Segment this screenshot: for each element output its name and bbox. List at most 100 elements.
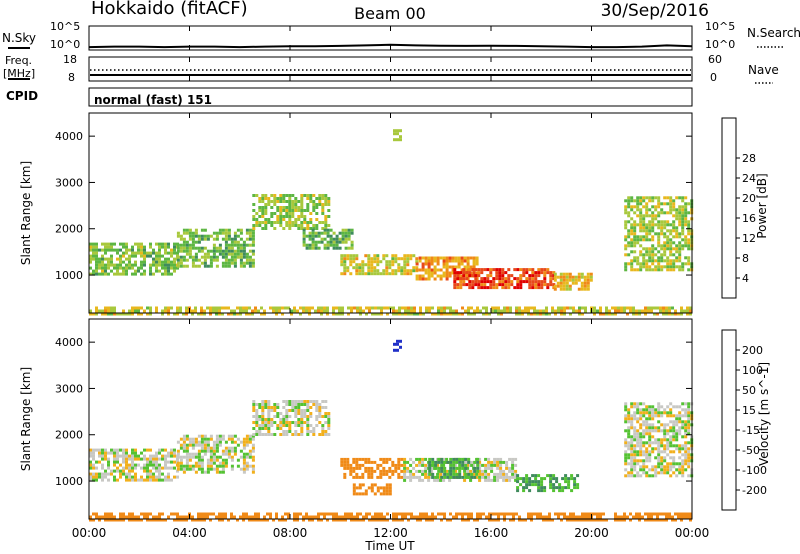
velocity-cell [669,402,673,406]
velocity-cell [287,515,290,519]
power-cell [409,272,413,276]
velocity-cell [89,475,92,479]
power-cell [155,269,158,273]
power-cell [666,244,670,248]
power-cell [155,266,158,270]
velocity-cell [418,457,422,461]
power-cell [528,277,532,281]
power-cell [248,228,252,232]
power-cell [684,220,688,224]
power-cell [285,209,289,212]
velocity-cell [642,459,646,463]
velocity-cell [528,480,532,484]
velocity-cell [294,400,298,403]
velocity-cell [623,518,626,522]
velocity-cell [672,471,676,475]
power-cell [530,306,533,310]
velocity-cell [179,518,182,522]
power-cell [170,251,173,255]
velocity-cell [401,518,404,522]
velocity-cell [657,408,661,412]
velocity-cell [642,453,646,457]
power-cell [239,261,243,265]
power-cell [430,259,434,263]
velocity-cell [440,469,444,473]
velocity-cell [182,518,185,522]
velocity-cell [167,478,170,482]
power-cell [386,306,389,310]
power-cell [660,208,664,212]
power-cell [349,272,353,276]
velocity-cell [383,515,386,519]
velocity-cell [630,456,634,460]
power-cell [332,306,335,310]
power-cell [418,274,422,278]
velocity-cell [446,472,450,476]
velocity-cell [264,400,268,403]
power-cell [589,272,593,276]
power-cell [630,259,634,263]
power-cell [463,256,467,260]
power-cell [343,260,347,264]
power-cell [497,309,500,313]
velocity-cell [140,451,143,455]
velocity-cell [197,449,201,453]
velocity-cell [224,449,228,453]
velocity-cell [508,466,512,470]
velocity-cell [257,515,260,519]
power-cell [571,275,575,279]
velocity-cell [355,486,359,490]
power-cell [294,200,298,203]
velocity-cell [648,414,652,418]
velocity-cell [666,423,670,427]
velocity-cell [197,518,200,522]
velocity-cell [155,466,158,470]
power-cell [431,306,434,310]
velocity-cell [687,462,691,466]
velocity-cell [119,463,122,467]
velocity-cell [525,477,529,481]
velocity-cell [443,515,446,519]
power-cell [176,266,179,270]
velocity-cell [642,408,646,412]
power-cell [146,312,149,316]
velocity-cell [318,433,322,436]
power-cell [297,200,301,203]
power-cell [104,306,107,310]
power-cell [227,261,231,265]
power-cell [669,241,673,245]
power-cell [486,286,490,290]
power-cell [471,280,475,284]
power-cell [469,256,473,260]
velocity-cell [678,432,682,436]
power-cell [507,268,511,272]
velocity-cell [563,515,566,519]
velocity-cell [425,515,428,519]
power-cell [140,263,143,267]
velocity-cell [418,478,422,482]
velocity-cell [294,424,298,427]
velocity-cell [269,512,272,516]
velocity-cell [672,444,676,448]
power-cell [254,309,257,313]
power-cell [355,254,359,258]
power-cell [394,272,398,276]
velocity-cell [540,483,544,487]
power-cell [137,245,140,249]
power-cell [206,264,210,268]
velocity-cell [650,518,653,522]
power-cell [663,265,667,269]
power-cell [329,234,333,238]
power-cell [437,306,440,310]
power-cell [309,194,313,197]
power-cell [477,268,481,272]
velocity-cell [663,468,667,472]
velocity-cell [242,455,246,459]
velocity-cell [648,435,652,439]
power-cell [379,272,383,276]
power-cell [611,312,614,316]
power-cell [92,257,95,261]
velocity-cell [314,515,317,519]
velocity-cell [164,475,167,479]
power-cell [513,286,517,290]
